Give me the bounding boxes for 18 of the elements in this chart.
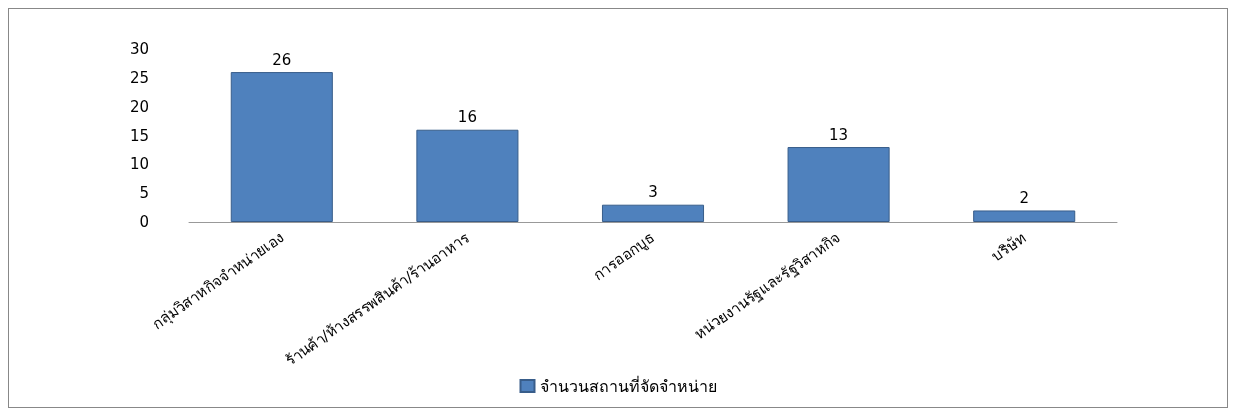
data-label: 3: [648, 183, 658, 202]
y-tick-label: 20: [129, 97, 149, 116]
bar: [601, 204, 705, 222]
data-label: 16: [457, 108, 477, 127]
y-tick-label: 5: [139, 184, 149, 203]
bar: [973, 210, 1076, 222]
y-tick-label: 0: [139, 213, 149, 231]
y-tick-label: 15: [129, 126, 149, 145]
data-label: 13: [829, 125, 849, 144]
bar: [230, 72, 333, 222]
data-label: 2: [1019, 188, 1029, 207]
data-label: 26: [272, 50, 292, 69]
y-tick-label: 10: [129, 155, 149, 174]
bar: [416, 129, 519, 222]
legend-label: จำนวนสถานที่จัดจำหน่าย: [539, 374, 717, 396]
y-tick-label: 25: [129, 68, 149, 87]
y-tick-label: 30: [129, 40, 149, 58]
bar: [787, 147, 890, 222]
